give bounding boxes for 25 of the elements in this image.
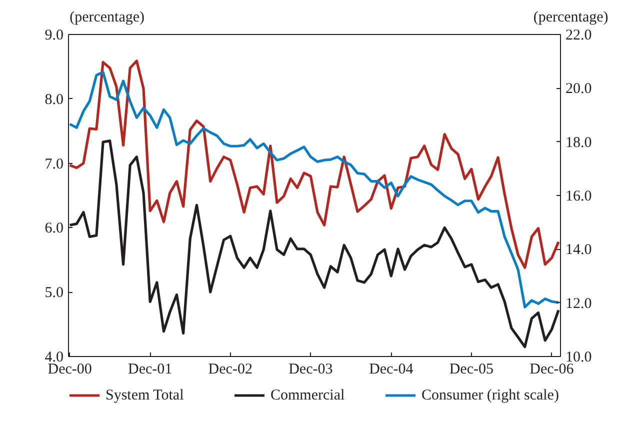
x-tick-label: Dec-01 (128, 362, 172, 378)
y2-tick-label: 20.0 (566, 81, 592, 98)
y2-tick-label: 16.0 (566, 188, 592, 204)
x-tick-label: Dec-04 (369, 362, 414, 378)
y2-axis-title: (percentage) (533, 9, 608, 26)
y2-tick-label: 18.0 (566, 134, 592, 151)
y-tick-label: 5.0 (44, 285, 64, 302)
y-axis-title: (percentage) (70, 9, 145, 26)
legend-label: System Total (106, 388, 184, 404)
line-series (68, 60, 560, 269)
x-tick-label: Dec-05 (449, 362, 494, 378)
y2-tick-label: 12.0 (566, 296, 592, 312)
x-tick-label: Dec-02 (208, 362, 252, 378)
legend-label: Commercial (270, 388, 345, 404)
y2-tick-label: 14.0 (566, 242, 592, 258)
x-tick-label: Dec-00 (48, 362, 92, 378)
y-tick-label: 7.0 (44, 156, 64, 172)
y2-tick-label: 22.0 (566, 28, 592, 44)
y-tick-label: 6.0 (44, 220, 64, 237)
y-tick-label: 8.0 (44, 92, 64, 108)
x-tick-label: Dec-03 (288, 362, 333, 378)
y-tick-label: 9.0 (44, 28, 64, 44)
line-series (68, 70, 560, 308)
x-tick-label: Dec-06 (530, 362, 574, 378)
legend-label: Consumer (right scale) (422, 388, 559, 404)
